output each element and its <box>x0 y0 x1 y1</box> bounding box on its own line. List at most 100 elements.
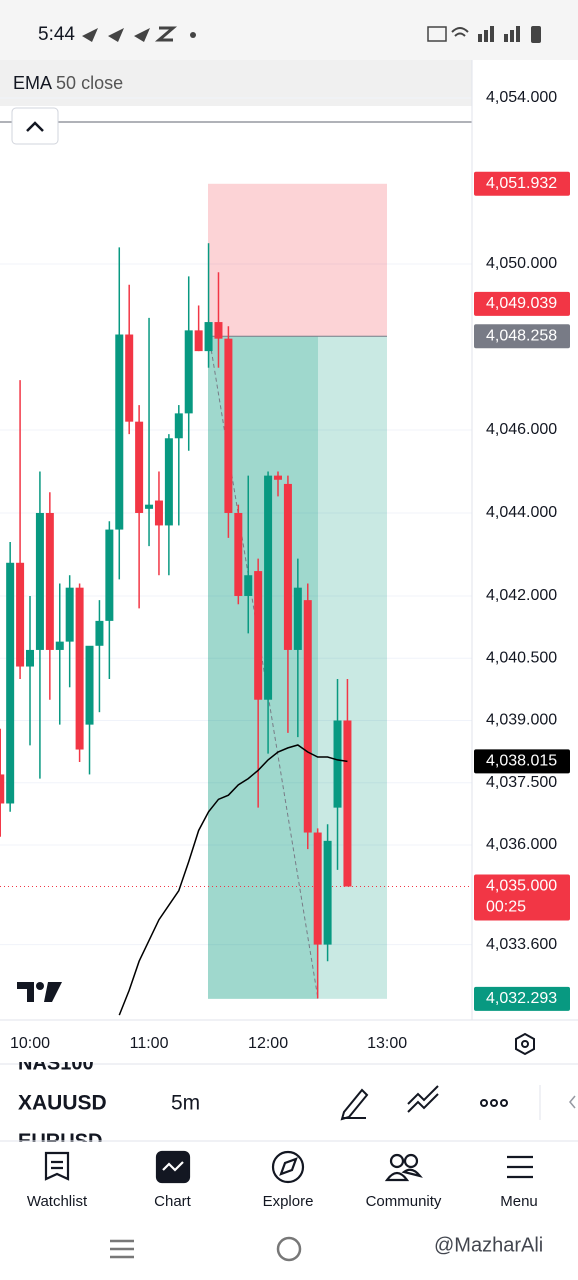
candle-body <box>6 562 15 804</box>
candle-body <box>234 512 243 596</box>
nav-home[interactable] <box>276 1236 302 1262</box>
status-time: 5:44 <box>38 24 75 45</box>
candle-body <box>323 840 332 945</box>
price-tag <box>474 986 570 1011</box>
price-tag <box>474 874 570 921</box>
candle-body <box>224 338 233 513</box>
candle-body <box>184 330 193 414</box>
y-tick-label: 4,040.500 <box>486 649 557 666</box>
settings-icon[interactable] <box>515 1032 535 1056</box>
price-tag <box>474 291 570 316</box>
plot <box>0 97 472 1016</box>
symbol-bar: NAS100 EURUSD <box>18 1052 102 1152</box>
tab-bar: Watchlist Chart Explore Community Menu <box>27 1193 538 1210</box>
candle-body <box>26 649 34 667</box>
candle-body <box>45 512 54 650</box>
y-tick-label: 4,042.000 <box>486 587 557 604</box>
y-tick-label: 4,050.000 <box>486 255 557 272</box>
next-symbol[interactable]: EURUSD <box>18 1130 102 1152</box>
candle-body <box>154 500 163 526</box>
indicator-source: close <box>81 73 123 93</box>
tab-icons <box>44 1150 533 1184</box>
price-axis <box>472 60 578 1020</box>
candle-body <box>0 774 5 804</box>
tab-label[interactable]: Menu <box>500 1193 538 1210</box>
candle-body <box>194 330 203 352</box>
candle-body <box>145 504 154 509</box>
interval[interactable]: 5m <box>171 1092 200 1115</box>
y-tick-label: 4,054.000 <box>486 89 557 106</box>
x-tick-label: 13:00 <box>367 1035 407 1052</box>
indicator-label[interactable]: EMA 50 close <box>13 73 123 93</box>
y-tick-label: 4,036.000 <box>486 836 557 853</box>
tab-label[interactable]: Chart <box>154 1193 192 1210</box>
y-tick-label: 4,039.000 <box>486 712 557 729</box>
price-tag-label: 4,049.039 <box>486 295 557 312</box>
candle-body <box>95 620 104 646</box>
candle-body <box>65 587 74 642</box>
nav-recents[interactable] <box>110 1239 134 1259</box>
price-tag-label: 4,038.015 <box>486 753 557 770</box>
candle-body <box>35 512 44 650</box>
candle-body <box>55 641 64 650</box>
candle-body <box>303 600 312 833</box>
indicator-length: 50 <box>56 73 76 93</box>
y-tick-label: 4,044.000 <box>486 504 557 521</box>
price-tag-label: 4,035.000 <box>486 878 557 895</box>
tab-label[interactable]: Watchlist <box>27 1193 88 1210</box>
candle-body <box>115 334 124 530</box>
candle-body <box>283 483 292 650</box>
price-tag <box>474 324 570 349</box>
y-tick-label: 4,033.600 <box>486 936 557 953</box>
symbol[interactable]: XAUUSD <box>18 1092 107 1115</box>
settings-icon-dot <box>521 1040 529 1048</box>
indicator-name: EMA <box>13 73 52 93</box>
stop-zone <box>208 183 387 337</box>
x-tick-label: 12:00 <box>248 1035 288 1052</box>
candle-body <box>135 421 144 513</box>
candle-body <box>75 587 84 750</box>
x-tick-label: 11:00 <box>130 1035 169 1052</box>
candle-body <box>264 475 273 700</box>
tab-label[interactable]: Community <box>366 1193 442 1210</box>
candle-body <box>16 562 25 667</box>
tv-logo <box>17 982 62 1002</box>
toolbar-icons <box>340 1085 508 1121</box>
candle-body <box>333 720 342 808</box>
draw-icon[interactable] <box>340 1088 369 1121</box>
prev-symbol[interactable]: NAS100 <box>18 1052 94 1074</box>
candle-body <box>85 645 94 725</box>
candle-body <box>244 575 253 596</box>
candle-body <box>274 475 282 480</box>
countdown: 00:25 <box>486 899 526 916</box>
tab-label[interactable]: Explore <box>263 1193 314 1210</box>
chevron-icon <box>26 121 44 132</box>
candle-body <box>293 587 302 650</box>
candle-body <box>204 322 213 352</box>
indicators-icon[interactable] <box>407 1085 439 1113</box>
price-tag-label: 4,032.293 <box>486 990 557 1007</box>
status-icons <box>82 26 541 43</box>
price-tag <box>474 171 570 196</box>
nav-bar <box>0 1225 578 1280</box>
more-arrow[interactable] <box>569 1095 576 1109</box>
candle-body <box>214 322 223 339</box>
candle-body <box>313 832 322 945</box>
candle-body <box>105 529 114 621</box>
watermark: @MazharAli <box>434 1234 543 1256</box>
candle-body <box>125 334 134 422</box>
candle-body <box>164 438 173 526</box>
price-tag <box>474 749 570 774</box>
candle-body <box>174 413 183 439</box>
y-tick-label: 4,046.000 <box>486 421 557 438</box>
y-tick-label: 4,037.500 <box>486 774 557 791</box>
price-tag-label: 4,051.932 <box>486 175 557 192</box>
collapse-button[interactable] <box>11 107 59 145</box>
ema-line <box>118 744 348 1016</box>
price-tag-label: 4,048.258 <box>486 327 557 344</box>
x-tick-label: 10:00 <box>10 1035 50 1052</box>
candle-body <box>343 720 352 887</box>
price-axis-labels: 4,054.000 4,050.000 4,046.000 4,044.000 4,04… <box>474 89 570 1011</box>
time-axis: 10:00 11:00 12:00 13:00 <box>10 1035 407 1052</box>
